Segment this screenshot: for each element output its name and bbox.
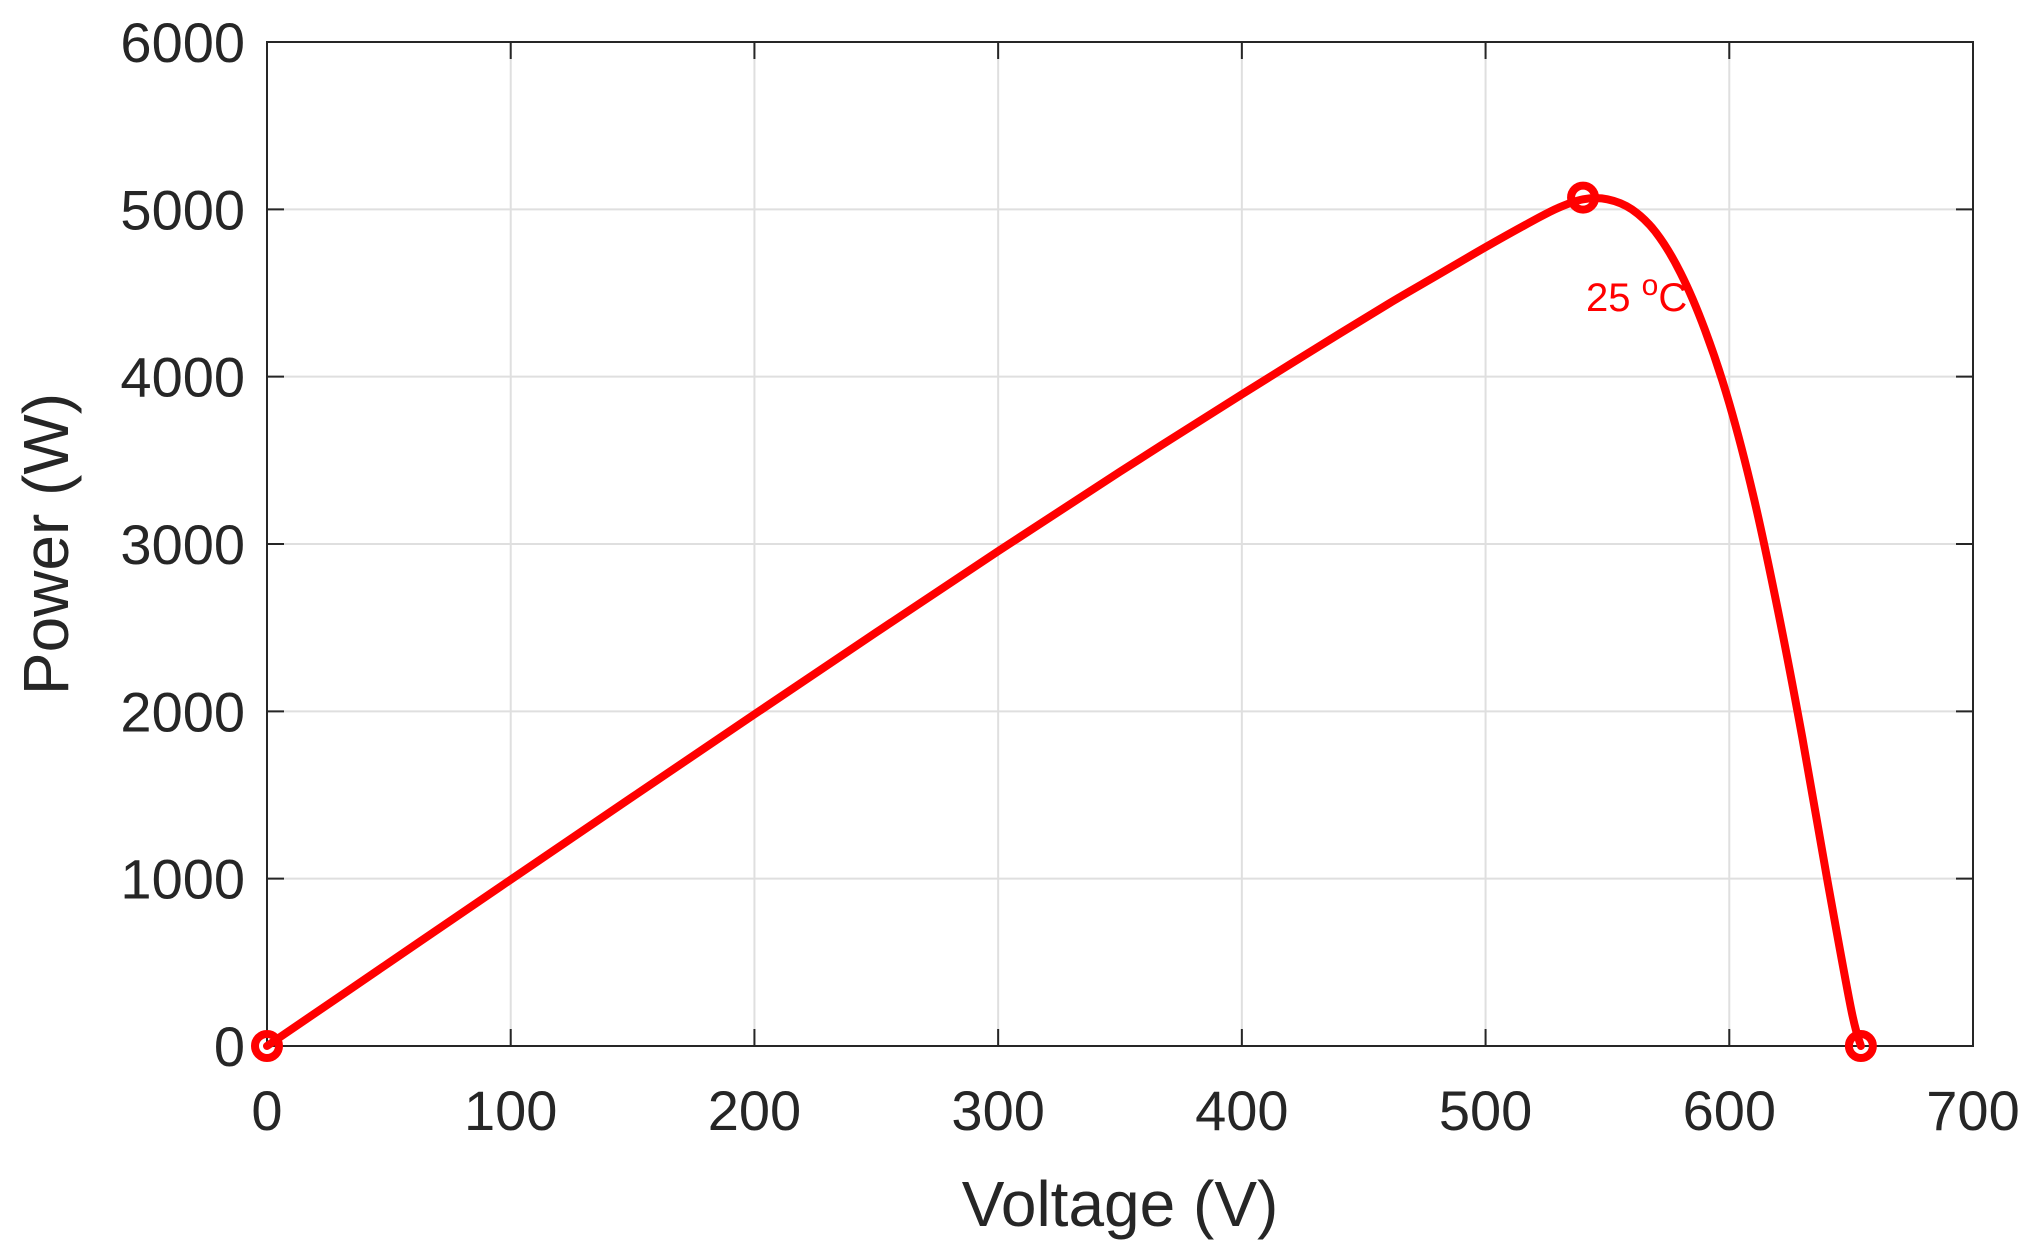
y-tick-label: 4000 xyxy=(120,346,245,409)
power-curve-line xyxy=(263,194,1865,1050)
data-marker xyxy=(1567,181,1600,214)
marker-layer xyxy=(251,181,1877,1062)
y-tick-label: 3000 xyxy=(120,513,245,576)
x-tick-label: 300 xyxy=(951,1079,1044,1142)
x-tick-label: 100 xyxy=(464,1079,557,1142)
x-tick-label: 700 xyxy=(1926,1079,2019,1142)
y-tick-label: 1000 xyxy=(120,848,245,911)
data-marker xyxy=(1844,1030,1877,1062)
x-axis-title: Voltage (V) xyxy=(962,1168,1279,1240)
grid-layer xyxy=(267,42,1973,1046)
y-axis-title: Power (W) xyxy=(10,393,82,695)
data-marker xyxy=(251,1030,283,1062)
x-tick-label: 400 xyxy=(1195,1079,1288,1142)
series-layer xyxy=(263,194,1865,1050)
x-tick-label: 600 xyxy=(1683,1079,1776,1142)
y-tick-label: 6000 xyxy=(120,11,245,74)
x-tick-label: 500 xyxy=(1439,1079,1532,1142)
temperature-annotation: 25 oC xyxy=(1586,269,1687,320)
x-tick-label: 0 xyxy=(251,1079,282,1142)
annotation-layer: 25 oC xyxy=(1586,269,1687,320)
y-tick-label: 2000 xyxy=(120,680,245,743)
x-tick-label: 200 xyxy=(708,1079,801,1142)
y-tick-label: 0 xyxy=(214,1015,245,1078)
y-tick-label: 5000 xyxy=(120,178,245,241)
tick-layer: 0 100 200 300 400 500 600 700 0 1000 2000 3000 4000 5… xyxy=(120,11,2019,1142)
